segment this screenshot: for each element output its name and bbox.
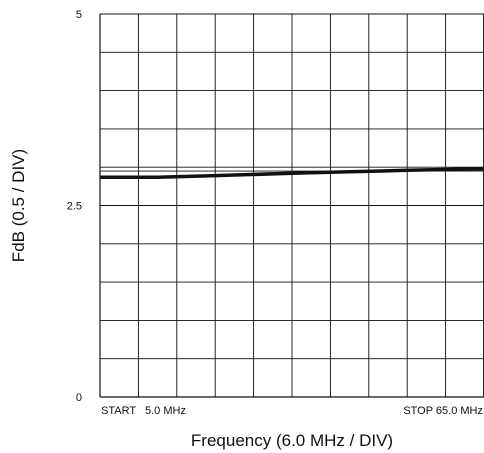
y-tick-label-0: 0: [76, 392, 82, 404]
plot-grid: [99, 13, 484, 398]
start-frequency-label: START 5.0 MHz: [101, 405, 186, 417]
data-series-line: [100, 166, 484, 179]
stop-frequency-label: STOP 65.0 MHz: [403, 405, 483, 417]
y-axis-title: FdB (0.5 / DIV): [9, 149, 28, 262]
y-tick-label-2-5: 2.5: [67, 201, 82, 213]
x-axis-title: Frequency (6.0 MHz / DIV): [191, 431, 393, 450]
y-tick-label-5: 5: [76, 9, 82, 21]
